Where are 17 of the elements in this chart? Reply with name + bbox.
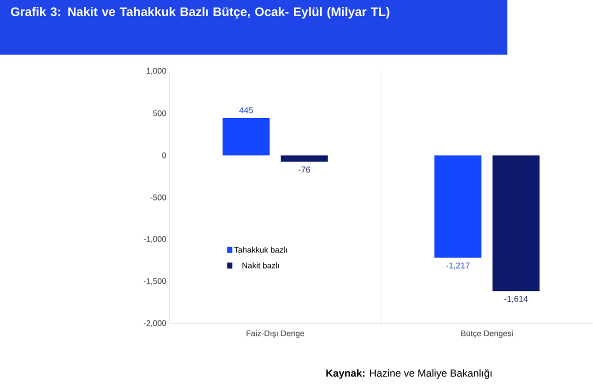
y-tick-label: 0 xyxy=(162,152,166,158)
data-label: -1,614 xyxy=(504,296,528,303)
y-tick-label: -1,500 xyxy=(144,278,166,285)
y-tick-label: -500 xyxy=(150,194,166,200)
data-label: -1,217 xyxy=(446,262,470,270)
y-tick-label: -1,000 xyxy=(144,236,166,243)
x-tick-label: Bütçe Dengesi xyxy=(461,330,513,338)
y-tick-label: 500 xyxy=(153,110,166,116)
text: Kaynak: Hazine ve Maliye Bakanlığı xyxy=(326,369,492,379)
y-tick-label: 1,000 xyxy=(146,68,166,75)
chart-title: Grafik 3: Nakit ve Tahakkuk Bazlı Bütçe, Ocak- Eylül (Milyar TL) xyxy=(10,7,390,19)
legend-label: Nakit bazlı xyxy=(242,262,279,268)
data-label: -76 xyxy=(298,166,310,173)
x-tick-label: Faiz-Dışı Denge xyxy=(246,330,304,338)
data-label: 445 xyxy=(239,107,253,114)
y-tick-label: -2,000 xyxy=(144,320,166,328)
legend-label: Tahakkuk bazlı xyxy=(234,246,287,253)
